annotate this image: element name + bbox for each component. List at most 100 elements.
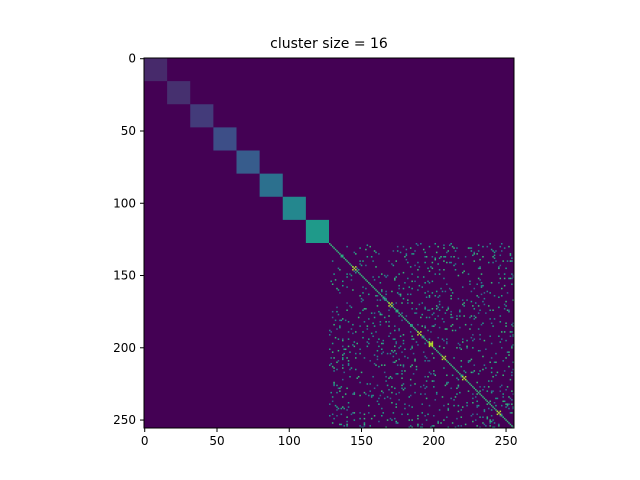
sparse-cell [466, 345, 468, 348]
sparse-cell [464, 371, 467, 374]
sparse-cell [356, 377, 358, 379]
sparse-diagonal-cell [396, 310, 399, 313]
sparse-cell [394, 338, 396, 340]
sparse-cell [359, 263, 361, 265]
sparse-diagonal-cell [357, 271, 360, 274]
sparse-cell [447, 250, 450, 252]
sparse-cell [457, 274, 460, 277]
sparse-cell [476, 413, 478, 416]
sparse-cell [483, 292, 486, 294]
sparse-cell [404, 348, 406, 351]
sparse-cell [483, 423, 486, 426]
sparse-cell [480, 284, 483, 287]
sparse-cell [457, 384, 460, 387]
highlight-cell [496, 410, 499, 413]
sparse-cell [492, 426, 494, 429]
highlight-cell [428, 342, 431, 345]
sparse-cell [366, 325, 369, 327]
sparse-diagonal-cell [421, 335, 424, 338]
sparse-cell [440, 422, 442, 424]
sparse-cell [480, 293, 483, 296]
sparse-cell [331, 310, 334, 313]
sparse-cell [437, 422, 439, 424]
sparse-cell [389, 375, 392, 378]
sparse-cell [506, 386, 509, 388]
sparse-cell [508, 351, 510, 353]
sparse-diagonal-cell [470, 384, 473, 387]
heatmap-image [144, 58, 515, 429]
sparse-cell [395, 422, 398, 424]
sparse-cell [398, 287, 400, 290]
sparse-cell [343, 352, 345, 355]
sparse-cell [451, 323, 454, 326]
sparse-cell [394, 417, 396, 420]
sparse-cell [368, 404, 370, 407]
sparse-cell [339, 326, 341, 329]
sparse-cell [493, 295, 496, 297]
sparse-cell [385, 321, 387, 323]
sparse-cell [376, 349, 379, 352]
sparse-cell [411, 308, 413, 310]
sparse-cell [472, 393, 474, 395]
sparse-cell [454, 250, 457, 252]
sparse-diagonal-cell [479, 393, 481, 395]
sparse-cell [355, 352, 357, 355]
sparse-cell [346, 425, 348, 427]
sparse-cell [329, 329, 331, 332]
sparse-diagonal-cell [402, 316, 405, 319]
diagonal-block-6 [282, 196, 306, 220]
sparse-cell [443, 269, 445, 271]
sparse-cell [424, 261, 426, 264]
diagonal-block-7 [305, 219, 329, 243]
sparse-cell [461, 263, 464, 265]
sparse-cell [394, 279, 396, 281]
sparse-diagonal-cell [440, 354, 442, 356]
sparse-cell [331, 351, 334, 353]
sparse-cell [417, 323, 419, 326]
sparse-cell [490, 248, 493, 251]
sparse-cell [337, 267, 340, 270]
highlight-cell [355, 269, 357, 271]
sparse-cell [428, 404, 431, 407]
sparse-cell [373, 362, 376, 365]
sparse-cell [474, 419, 477, 421]
sparse-cell [483, 364, 486, 366]
sparse-cell [492, 309, 494, 312]
x-tick-label: 150 [350, 434, 373, 448]
sparse-cell [373, 312, 376, 314]
highlight-cell [430, 342, 432, 345]
sparse-cell [453, 404, 455, 407]
sparse-cell [383, 296, 386, 298]
sparse-cell [443, 256, 445, 258]
sparse-cell [500, 384, 503, 387]
sparse-cell [433, 425, 435, 427]
sparse-cell [431, 308, 434, 310]
sparse-cell [396, 364, 399, 366]
sparse-cell [409, 394, 412, 397]
highlight-cell [431, 344, 434, 346]
sparse-cell [451, 316, 454, 319]
sparse-diagonal-cell [382, 296, 384, 298]
sparse-cell [359, 412, 361, 414]
sparse-cell [446, 261, 448, 264]
sparse-cell [476, 295, 478, 297]
sparse-cell [418, 284, 421, 287]
sparse-cell [485, 425, 487, 427]
sparse-cell [337, 313, 340, 316]
sparse-cell [395, 420, 398, 423]
sparse-cell [454, 426, 457, 429]
sparse-cell [359, 348, 361, 351]
sparse-cell [473, 308, 476, 310]
sparse-cell [346, 420, 348, 423]
sparse-cell [479, 258, 481, 261]
highlight-cell [428, 344, 431, 346]
sparse-cell [472, 401, 474, 404]
sparse-cell [456, 387, 458, 390]
sparse-cell [342, 357, 344, 359]
sparse-cell [349, 375, 351, 378]
sparse-cell [346, 245, 348, 248]
sparse-cell [441, 290, 444, 293]
sparse-cell [511, 399, 513, 401]
sparse-cell [411, 287, 413, 290]
sparse-cell [457, 425, 460, 427]
